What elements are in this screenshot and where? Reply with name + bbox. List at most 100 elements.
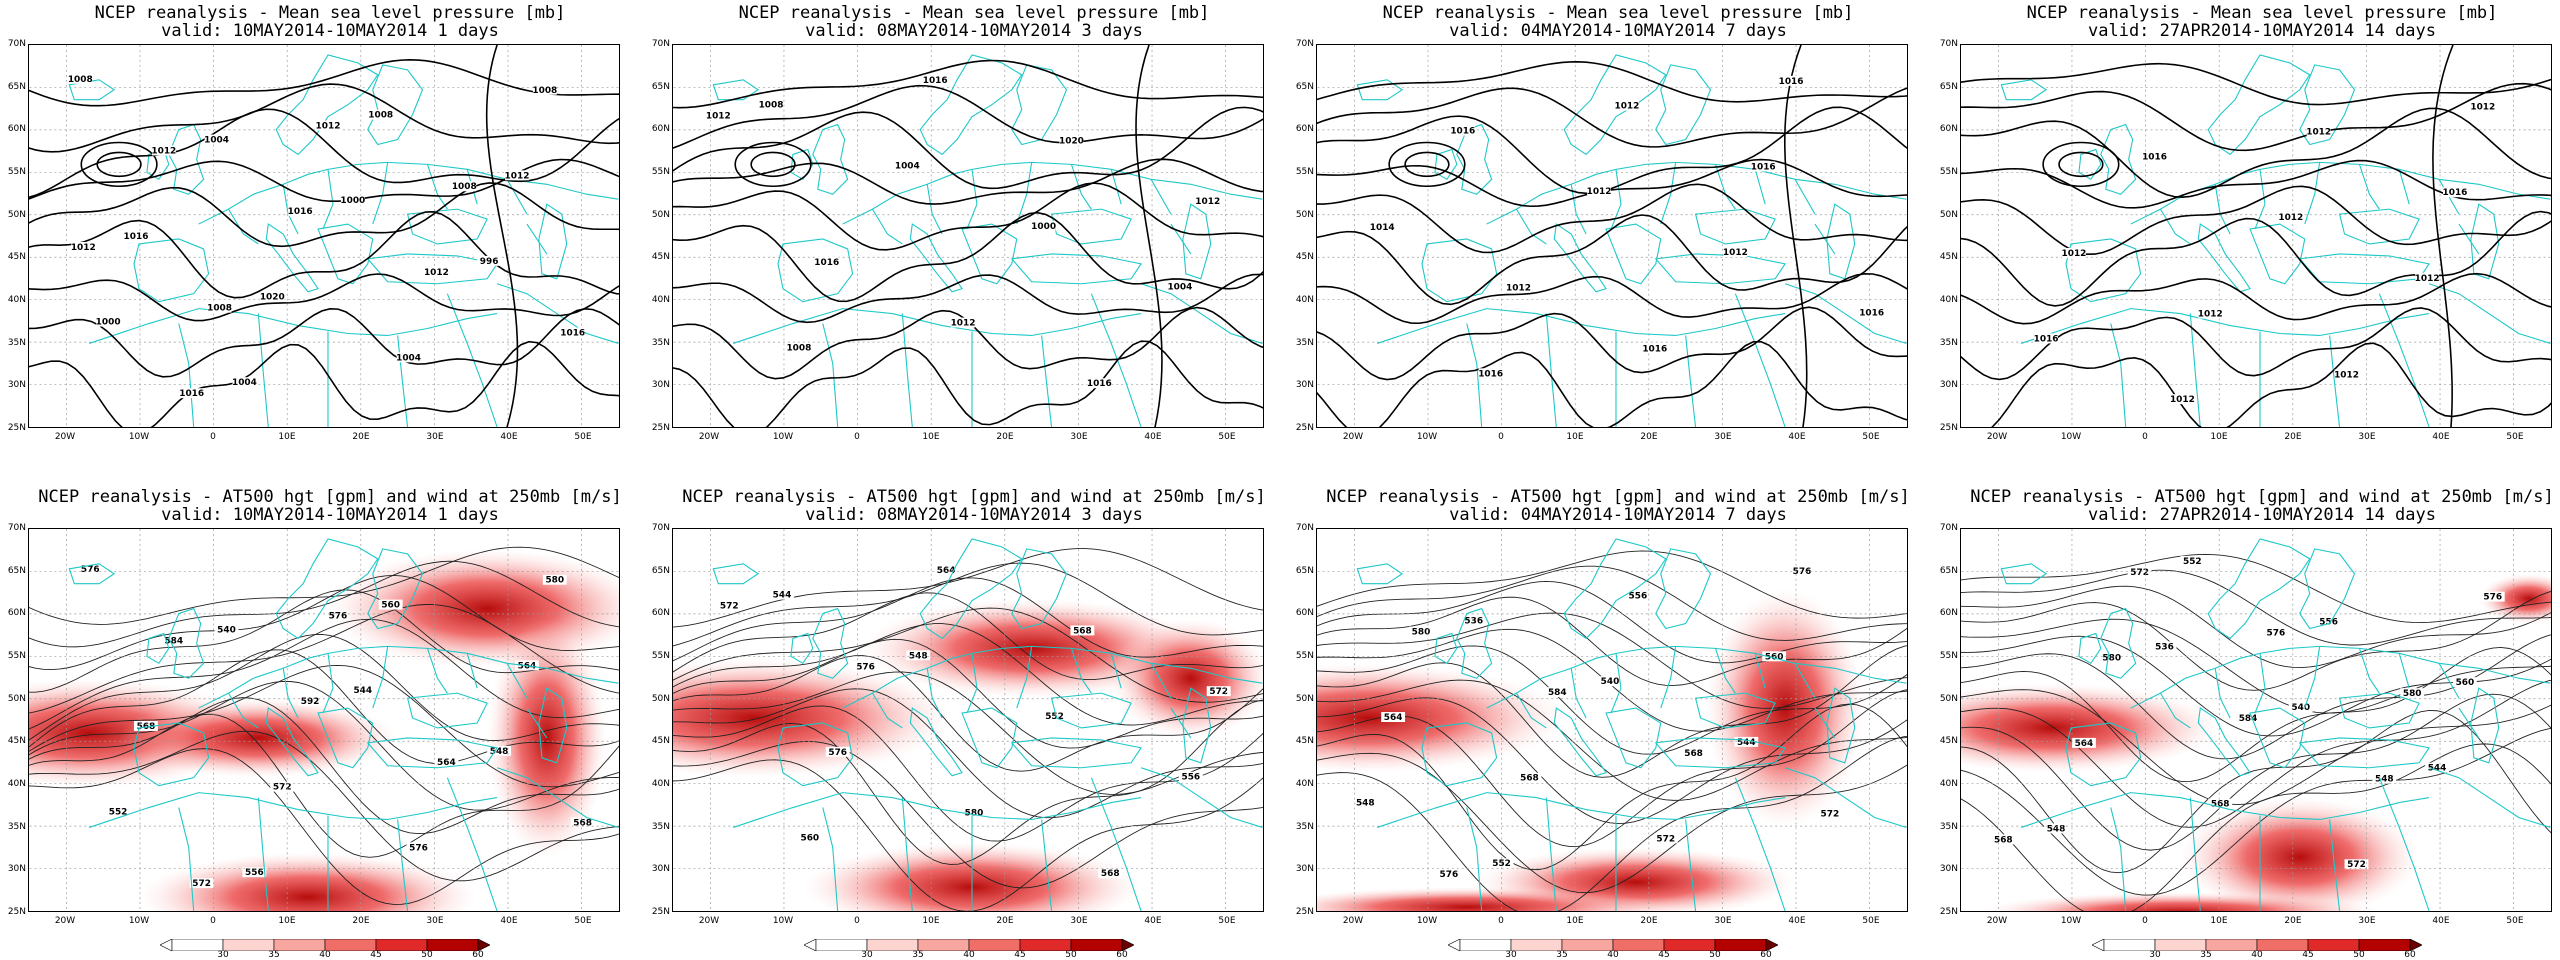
coastline: [1794, 663, 1816, 699]
contour-label: 576: [856, 662, 875, 672]
isobar: [29, 273, 619, 322]
lon-tick: 20W: [1342, 916, 1364, 926]
lat-tick: 70N: [7, 523, 26, 533]
height-contour: [1317, 752, 1907, 894]
coastline: [2000, 79, 2048, 101]
contour-label: 1020: [260, 293, 285, 303]
wind-shading: [139, 852, 478, 911]
isobar: [1961, 342, 2551, 427]
lat-tick: 45N: [7, 252, 26, 263]
coastline: [1466, 323, 1483, 427]
coastline: [1826, 687, 1856, 764]
coastline: [2100, 607, 2137, 679]
lat-tick: 60N: [651, 124, 670, 135]
colorbar-bin: [917, 938, 970, 952]
coastline: [228, 692, 259, 729]
colorbar-bin: [2154, 938, 2207, 952]
coastline: [168, 123, 205, 195]
lat-tick: 55N: [7, 167, 26, 177]
coastline: [1570, 668, 1587, 719]
colorbar-bin: [968, 938, 1021, 952]
coastline: [1110, 653, 1122, 689]
coastline: [146, 632, 170, 665]
coastline: [265, 707, 319, 777]
contour-label: 1016: [179, 389, 204, 399]
coastline: [367, 548, 424, 630]
lon-tick: 10E: [278, 432, 296, 442]
coastline: [961, 707, 1018, 769]
colorbar-bin: [375, 938, 428, 952]
contour-label: 580: [965, 809, 984, 819]
lat-tick: 60N: [1939, 124, 1958, 135]
coastline: [2189, 313, 2201, 427]
coastline: [2358, 164, 2380, 210]
lon-tick: 10W: [128, 432, 150, 442]
coastline: [322, 169, 334, 230]
contour-label: 584: [1548, 688, 1567, 698]
colorbar-label: 35: [268, 950, 280, 960]
coastline: [1421, 238, 1498, 303]
lat-tick: 40N: [7, 295, 26, 305]
contour-label: 548: [2375, 775, 2394, 785]
coastline: [2458, 707, 2480, 739]
contour-label: 1016: [2034, 334, 2059, 344]
height-contour: [673, 623, 1263, 726]
lat-tick: 45N: [651, 736, 670, 747]
colorbar-bin: [2358, 938, 2411, 952]
isobar: [1317, 273, 1907, 325]
coastline: [89, 308, 498, 344]
lat-tick: 30N: [1295, 380, 1314, 391]
map-panel: NCEP reanalysis - Mean sea level pressur…: [1932, 0, 2552, 470]
lat-tick: 70N: [1939, 523, 1958, 533]
isobar: [1961, 62, 2551, 106]
height-contour: [29, 560, 619, 648]
height-contour: [29, 589, 619, 693]
lon-tick: 20E: [2284, 432, 2302, 442]
mslp-map: 1008 1004 1000 996 1000 1004 1008 1012 1016 1020 1…: [28, 44, 620, 428]
height-contour: [1961, 679, 2551, 828]
lon-tick: 50E: [574, 916, 592, 926]
lat-tick: 60N: [1295, 124, 1314, 135]
coastline: [822, 807, 839, 911]
coastline: [1814, 223, 1836, 255]
height-contour: [29, 633, 619, 741]
isobar: [1784, 45, 1808, 427]
contour-label: 1012: [71, 243, 96, 253]
lon-tick: 40E: [1788, 432, 1806, 442]
panel-valid-period: valid: 27APR2014-10MAY2014 14 days: [2088, 505, 2436, 525]
contour-label: 576: [329, 612, 348, 622]
coastline: [1434, 632, 1458, 665]
coastline: [1050, 208, 1132, 245]
contour-label: 544: [353, 686, 372, 696]
coastline: [1563, 538, 1667, 640]
contour-label: 1012: [2306, 128, 2331, 138]
coastline: [1654, 253, 1787, 285]
contour-label: 540: [1601, 677, 1620, 687]
colorbar-bin: [273, 938, 326, 952]
panel-title: NCEP reanalysis - Mean sea level pressur…: [738, 3, 1210, 23]
wind-shading: [1111, 618, 1263, 738]
coastline: [2130, 645, 2551, 709]
coastline: [367, 64, 424, 146]
lon-tick: 40E: [1144, 916, 1162, 926]
colorbar-bin: [1459, 938, 1512, 952]
height-contour: [29, 649, 619, 765]
coastline: [1016, 646, 1033, 709]
contour-label: 548: [490, 747, 509, 757]
lon-tick: 10W: [772, 432, 794, 442]
coastline: [168, 607, 205, 679]
wind-shading: [673, 658, 953, 778]
coastline: [178, 807, 195, 911]
coastline: [1456, 123, 1493, 195]
coastline: [2378, 777, 2430, 911]
height-contour: [1317, 703, 1907, 871]
height-contour: [1317, 645, 1907, 778]
height-contour: [29, 664, 619, 788]
coastline: [257, 313, 269, 427]
wind-colorbar: [2091, 936, 2423, 952]
isobar: [673, 340, 1263, 427]
contour-label: 1004: [895, 161, 920, 171]
coastline: [1170, 707, 1192, 739]
coastline: [926, 668, 943, 719]
contour-label: 1000: [340, 196, 365, 206]
